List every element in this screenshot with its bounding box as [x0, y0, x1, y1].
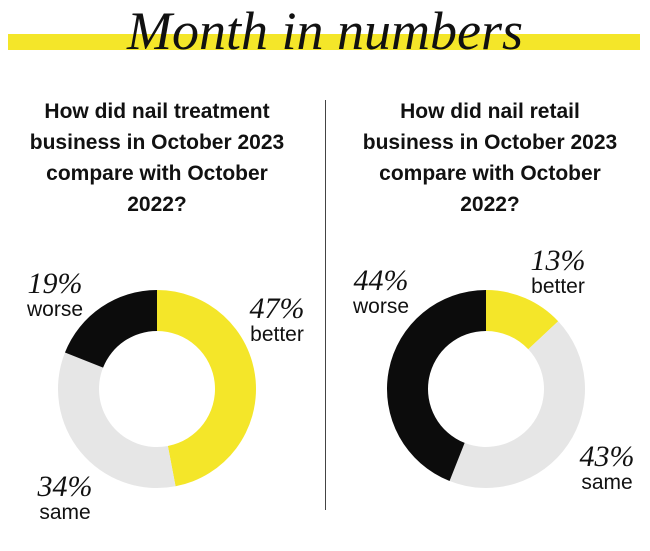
data-label-same-name: same: [39, 501, 91, 524]
data-label-better-name: better: [250, 323, 304, 346]
chart-title-treatment: How did nail treatment business in Octob…: [29, 100, 285, 216]
title-highlight-band: [8, 34, 640, 50]
donut-chart-retail: [387, 290, 585, 488]
donut-chart-treatment: [58, 290, 257, 488]
data-label-better-name: better: [531, 275, 585, 298]
data-label-worse-value: 19%: [27, 267, 83, 300]
data-label-worse-name: worse: [26, 298, 84, 321]
data-label-same-name: same: [581, 471, 633, 494]
donut-slice-same: [449, 321, 585, 488]
donut-slice-better: [486, 290, 559, 350]
data-label-better-value: 13%: [530, 244, 586, 277]
page-title: Month in numbers: [127, 1, 523, 61]
data-label-same-value: 43%: [579, 440, 635, 473]
donut-slice-worse: [64, 290, 157, 368]
data-label-same-value: 34%: [37, 470, 93, 503]
data-label-worse-value: 44%: [353, 264, 409, 297]
donut-slice-same: [58, 352, 176, 488]
data-label-better-value: 47%: [249, 292, 305, 325]
column-divider: [325, 100, 326, 510]
chart-title-retail: How did nail retail business in October …: [362, 100, 618, 216]
data-label-worse-name: worse: [352, 295, 410, 318]
donut-slice-worse: [387, 290, 486, 482]
donut-slice-better: [157, 290, 257, 487]
